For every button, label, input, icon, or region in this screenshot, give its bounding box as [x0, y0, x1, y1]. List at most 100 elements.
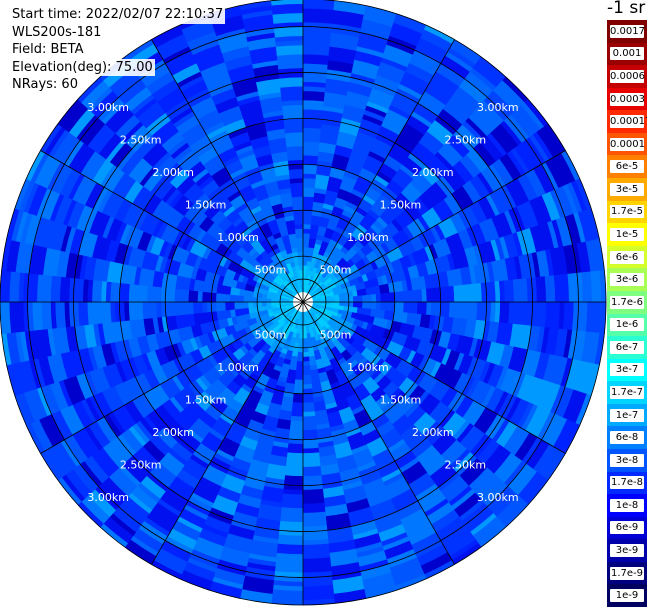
- ppi-cell: [132, 283, 149, 303]
- ppi-cell: [314, 409, 330, 426]
- ppi-cell: [286, 443, 304, 454]
- colorbar-tick-label: 1.7e-5: [610, 205, 644, 219]
- ppi-cell: [371, 293, 377, 303]
- ppi-cell: [302, 511, 327, 523]
- ppi-cell: [274, 561, 304, 574]
- ppi-cell: [265, 301, 272, 307]
- ppi-cell: [439, 301, 451, 318]
- ppi-cell: [430, 301, 442, 317]
- ppi-cell: [512, 278, 529, 303]
- ppi-cell: [302, 571, 334, 587]
- range-ring-label: 500m: [320, 328, 352, 341]
- ppi-cell: [215, 301, 226, 312]
- azimuth-spoke: [302, 301, 566, 454]
- colorbar-tick-label: 6e-9: [610, 521, 644, 535]
- start-time-label: Start time: 2022/02/07 22:10:37: [10, 6, 226, 24]
- ppi-cell: [352, 295, 363, 303]
- ppi-cell: [302, 44, 331, 56]
- colorbar-tick-label: 1.7e-6: [610, 295, 644, 309]
- range-ring-label: 500m: [320, 264, 352, 277]
- ppi-cell: [380, 292, 396, 303]
- ppi-cell: [295, 361, 304, 367]
- ppi-cell: [425, 287, 442, 303]
- ppi-cell: [142, 301, 158, 320]
- ppi-cell: [277, 534, 304, 546]
- ppi-cell: [286, 145, 304, 161]
- ppi-cell: [271, 3, 304, 15]
- colorbar-tick-label: 3e-5: [610, 182, 644, 196]
- ppi-cell: [302, 145, 320, 157]
- ppi-cell: [302, 356, 310, 362]
- ppi-cell: [403, 301, 419, 315]
- ppi-cell: [197, 290, 203, 303]
- ppi-cell: [572, 301, 588, 333]
- ppi-cell: [282, 104, 304, 116]
- ppi-cell: [407, 289, 423, 303]
- ppi-cell: [247, 301, 254, 309]
- colorbar-tick-label: 6e-7: [610, 340, 644, 354]
- range-ring-label: 1.00km: [217, 361, 259, 374]
- ppi-cell: [530, 301, 547, 328]
- azimuth-spoke: [151, 39, 304, 303]
- colorbar-tick-label: 0.001: [610, 47, 644, 61]
- ppi-cell: [302, 361, 311, 367]
- range-ring-label: 2.50km: [445, 134, 487, 147]
- ppi-cell: [302, 475, 324, 491]
- azimuth-spoke: [302, 301, 455, 565]
- ppi-cell: [291, 196, 304, 212]
- range-ring-label: 3.00km: [477, 491, 519, 504]
- ppi-cell: [174, 288, 190, 303]
- ppi-cell: [8, 301, 25, 334]
- ppi-cell: [290, 415, 304, 422]
- ppi-cell: [0, 269, 12, 303]
- colorbar-tick-label: 1e-9: [610, 589, 644, 603]
- ppi-cell: [273, 26, 304, 38]
- ppi-cell: [233, 301, 249, 310]
- ppi-cell: [290, 402, 304, 418]
- ppi-cell: [297, 255, 304, 266]
- ppi-cell: [480, 281, 497, 303]
- range-ring-label: 2.50km: [445, 458, 487, 471]
- ppi-cell: [302, 351, 310, 358]
- ppi-cell: [567, 272, 584, 303]
- range-ring-label: 3.00km: [87, 491, 129, 504]
- ppi-cell: [284, 131, 304, 148]
- ppi-cell: [295, 237, 304, 253]
- ppi-cell: [280, 85, 304, 102]
- range-ring-label: 2.00km: [412, 166, 454, 179]
- colorbar-tick-label: 0.00017: [610, 115, 647, 129]
- ppi-cell: [334, 297, 341, 303]
- ppi-cell: [297, 251, 304, 257]
- ppi-cell: [279, 76, 304, 88]
- ppi-cell: [119, 282, 130, 303]
- ppi-cell: [302, 333, 308, 340]
- ppi-plot: 500m 500m 500m 500m 1.00km 1.00km 1.00km 1.00km…: [0, 0, 607, 606]
- ppi-cell: [201, 291, 217, 303]
- ppi-cell: [476, 301, 492, 323]
- ppi-cell: [283, 118, 304, 134]
- ppi-cell: [378, 283, 391, 295]
- ppi-cell: [302, 488, 325, 505]
- ppi-cell: [393, 301, 405, 313]
- ppi-cell: [178, 301, 194, 316]
- ppi-cell: [302, 466, 322, 477]
- ppi-cell: [278, 520, 304, 537]
- range-ring-label: 1.50km: [185, 393, 227, 406]
- ppi-cell: [146, 285, 162, 303]
- ppi-cell: [192, 301, 203, 314]
- ppi-cell: [290, 182, 304, 198]
- colorbar-tick-label: 1e-6: [610, 318, 644, 332]
- ppi-cell: [416, 301, 428, 316]
- ppi-cell: [201, 301, 208, 313]
- ppi-cell: [256, 301, 263, 308]
- ppi-cell: [302, 557, 332, 574]
- ppi-cell: [302, 228, 312, 234]
- ppi-cell: [91, 279, 103, 303]
- ppi-cell: [302, 438, 319, 450]
- ppi-cell: [302, 543, 331, 560]
- nrays-label: NRays: 60: [10, 76, 80, 94]
- ppi-cell: [302, 7, 335, 24]
- colorbar-tick-label: 1.7e-8: [610, 476, 644, 490]
- ppi-cell: [302, 90, 326, 102]
